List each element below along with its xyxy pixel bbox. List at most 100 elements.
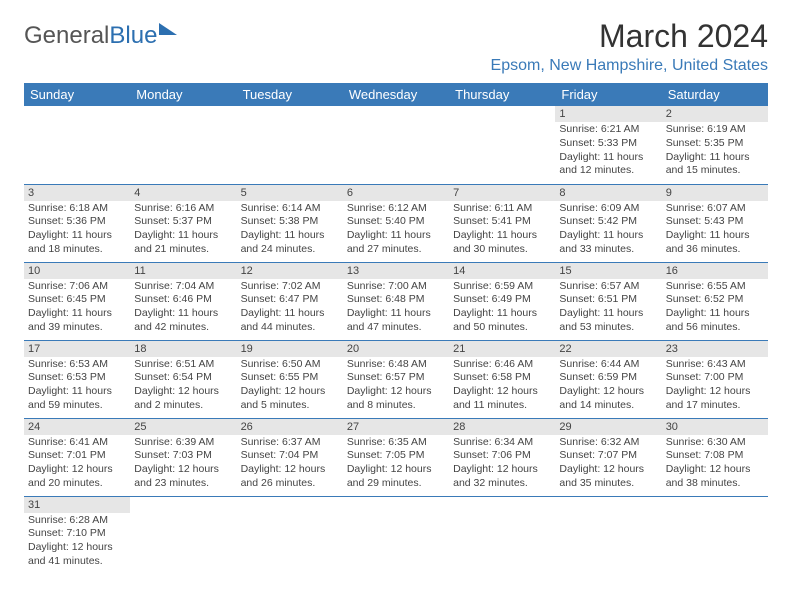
calendar-empty-cell [237, 496, 343, 574]
calendar-day-cell: 25Sunrise: 6:39 AMSunset: 7:03 PMDayligh… [130, 418, 236, 496]
day-number: 22 [555, 341, 661, 357]
day-number: 20 [343, 341, 449, 357]
calendar-day-cell: 28Sunrise: 6:34 AMSunset: 7:06 PMDayligh… [449, 418, 555, 496]
day-content: Sunrise: 6:55 AMSunset: 6:52 PMDaylight:… [662, 279, 768, 337]
calendar-empty-cell [662, 496, 768, 574]
day-content: Sunrise: 6:41 AMSunset: 7:01 PMDaylight:… [24, 435, 130, 493]
weekday-header: Sunday [24, 83, 130, 106]
calendar-day-cell: 31Sunrise: 6:28 AMSunset: 7:10 PMDayligh… [24, 496, 130, 574]
calendar-empty-cell [343, 106, 449, 184]
day-number: 29 [555, 419, 661, 435]
day-number: 1 [555, 106, 661, 122]
calendar-day-cell: 3Sunrise: 6:18 AMSunset: 5:36 PMDaylight… [24, 184, 130, 262]
day-number: 6 [343, 185, 449, 201]
logo: GeneralBlue [24, 22, 177, 50]
day-number: 11 [130, 263, 236, 279]
calendar-day-cell: 6Sunrise: 6:12 AMSunset: 5:40 PMDaylight… [343, 184, 449, 262]
day-number: 26 [237, 419, 343, 435]
calendar-day-cell: 8Sunrise: 6:09 AMSunset: 5:42 PMDaylight… [555, 184, 661, 262]
weekday-header: Monday [130, 83, 236, 106]
weekday-header: Thursday [449, 83, 555, 106]
calendar-week-row: 10Sunrise: 7:06 AMSunset: 6:45 PMDayligh… [24, 262, 768, 340]
day-number: 23 [662, 341, 768, 357]
calendar-day-cell: 23Sunrise: 6:43 AMSunset: 7:00 PMDayligh… [662, 340, 768, 418]
day-content: Sunrise: 6:12 AMSunset: 5:40 PMDaylight:… [343, 201, 449, 259]
title-block: March 2024 Epsom, New Hampshire, United … [491, 18, 768, 75]
weekday-header: Wednesday [343, 83, 449, 106]
day-number: 25 [130, 419, 236, 435]
day-content: Sunrise: 6:53 AMSunset: 6:53 PMDaylight:… [24, 357, 130, 415]
location-text: Epsom, New Hampshire, United States [491, 57, 768, 75]
day-content: Sunrise: 6:34 AMSunset: 7:06 PMDaylight:… [449, 435, 555, 493]
calendar-week-row: 3Sunrise: 6:18 AMSunset: 5:36 PMDaylight… [24, 184, 768, 262]
calendar-day-cell: 15Sunrise: 6:57 AMSunset: 6:51 PMDayligh… [555, 262, 661, 340]
day-content: Sunrise: 7:02 AMSunset: 6:47 PMDaylight:… [237, 279, 343, 337]
day-content: Sunrise: 6:11 AMSunset: 5:41 PMDaylight:… [449, 201, 555, 259]
calendar-week-row: 24Sunrise: 6:41 AMSunset: 7:01 PMDayligh… [24, 418, 768, 496]
day-number: 18 [130, 341, 236, 357]
day-number: 4 [130, 185, 236, 201]
day-content: Sunrise: 6:46 AMSunset: 6:58 PMDaylight:… [449, 357, 555, 415]
calendar-day-cell: 14Sunrise: 6:59 AMSunset: 6:49 PMDayligh… [449, 262, 555, 340]
calendar-empty-cell [449, 496, 555, 574]
day-number: 8 [555, 185, 661, 201]
day-number: 5 [237, 185, 343, 201]
calendar-day-cell: 26Sunrise: 6:37 AMSunset: 7:04 PMDayligh… [237, 418, 343, 496]
day-content: Sunrise: 6:07 AMSunset: 5:43 PMDaylight:… [662, 201, 768, 259]
day-content: Sunrise: 6:32 AMSunset: 7:07 PMDaylight:… [555, 435, 661, 493]
calendar-empty-cell [24, 106, 130, 184]
calendar-week-row: 31Sunrise: 6:28 AMSunset: 7:10 PMDayligh… [24, 496, 768, 574]
day-content: Sunrise: 6:50 AMSunset: 6:55 PMDaylight:… [237, 357, 343, 415]
weekday-header: Saturday [662, 83, 768, 106]
day-content: Sunrise: 6:35 AMSunset: 7:05 PMDaylight:… [343, 435, 449, 493]
day-content: Sunrise: 6:51 AMSunset: 6:54 PMDaylight:… [130, 357, 236, 415]
calendar-day-cell: 11Sunrise: 7:04 AMSunset: 6:46 PMDayligh… [130, 262, 236, 340]
day-number: 28 [449, 419, 555, 435]
calendar-empty-cell [555, 496, 661, 574]
day-number: 14 [449, 263, 555, 279]
day-content: Sunrise: 6:21 AMSunset: 5:33 PMDaylight:… [555, 122, 661, 180]
calendar-day-cell: 1Sunrise: 6:21 AMSunset: 5:33 PMDaylight… [555, 106, 661, 184]
day-content: Sunrise: 6:48 AMSunset: 6:57 PMDaylight:… [343, 357, 449, 415]
day-content: Sunrise: 6:39 AMSunset: 7:03 PMDaylight:… [130, 435, 236, 493]
day-number: 2 [662, 106, 768, 122]
day-number: 24 [24, 419, 130, 435]
calendar-day-cell: 20Sunrise: 6:48 AMSunset: 6:57 PMDayligh… [343, 340, 449, 418]
day-content: Sunrise: 6:28 AMSunset: 7:10 PMDaylight:… [24, 513, 130, 571]
day-content: Sunrise: 6:43 AMSunset: 7:00 PMDaylight:… [662, 357, 768, 415]
day-number: 9 [662, 185, 768, 201]
calendar-empty-cell [130, 106, 236, 184]
calendar-day-cell: 2Sunrise: 6:19 AMSunset: 5:35 PMDaylight… [662, 106, 768, 184]
calendar-day-cell: 30Sunrise: 6:30 AMSunset: 7:08 PMDayligh… [662, 418, 768, 496]
day-content: Sunrise: 7:00 AMSunset: 6:48 PMDaylight:… [343, 279, 449, 337]
calendar-empty-cell [343, 496, 449, 574]
day-number: 10 [24, 263, 130, 279]
day-number: 3 [24, 185, 130, 201]
day-content: Sunrise: 6:44 AMSunset: 6:59 PMDaylight:… [555, 357, 661, 415]
calendar-day-cell: 29Sunrise: 6:32 AMSunset: 7:07 PMDayligh… [555, 418, 661, 496]
flag-icon [159, 23, 177, 35]
calendar-table: SundayMondayTuesdayWednesdayThursdayFrid… [24, 83, 768, 574]
day-number: 30 [662, 419, 768, 435]
day-number: 12 [237, 263, 343, 279]
day-number: 27 [343, 419, 449, 435]
day-number: 16 [662, 263, 768, 279]
calendar-day-cell: 22Sunrise: 6:44 AMSunset: 6:59 PMDayligh… [555, 340, 661, 418]
calendar-day-cell: 18Sunrise: 6:51 AMSunset: 6:54 PMDayligh… [130, 340, 236, 418]
calendar-day-cell: 12Sunrise: 7:02 AMSunset: 6:47 PMDayligh… [237, 262, 343, 340]
calendar-week-row: 1Sunrise: 6:21 AMSunset: 5:33 PMDaylight… [24, 106, 768, 184]
day-content: Sunrise: 6:37 AMSunset: 7:04 PMDaylight:… [237, 435, 343, 493]
calendar-day-cell: 27Sunrise: 6:35 AMSunset: 7:05 PMDayligh… [343, 418, 449, 496]
calendar-day-cell: 10Sunrise: 7:06 AMSunset: 6:45 PMDayligh… [24, 262, 130, 340]
weekday-header: Tuesday [237, 83, 343, 106]
calendar-day-cell: 13Sunrise: 7:00 AMSunset: 6:48 PMDayligh… [343, 262, 449, 340]
header: GeneralBlue March 2024 Epsom, New Hampsh… [24, 18, 768, 75]
weekday-header-row: SundayMondayTuesdayWednesdayThursdayFrid… [24, 83, 768, 106]
day-number: 19 [237, 341, 343, 357]
calendar-week-row: 17Sunrise: 6:53 AMSunset: 6:53 PMDayligh… [24, 340, 768, 418]
day-content: Sunrise: 6:16 AMSunset: 5:37 PMDaylight:… [130, 201, 236, 259]
calendar-empty-cell [449, 106, 555, 184]
page-title: March 2024 [491, 18, 768, 55]
day-number: 17 [24, 341, 130, 357]
day-content: Sunrise: 6:09 AMSunset: 5:42 PMDaylight:… [555, 201, 661, 259]
